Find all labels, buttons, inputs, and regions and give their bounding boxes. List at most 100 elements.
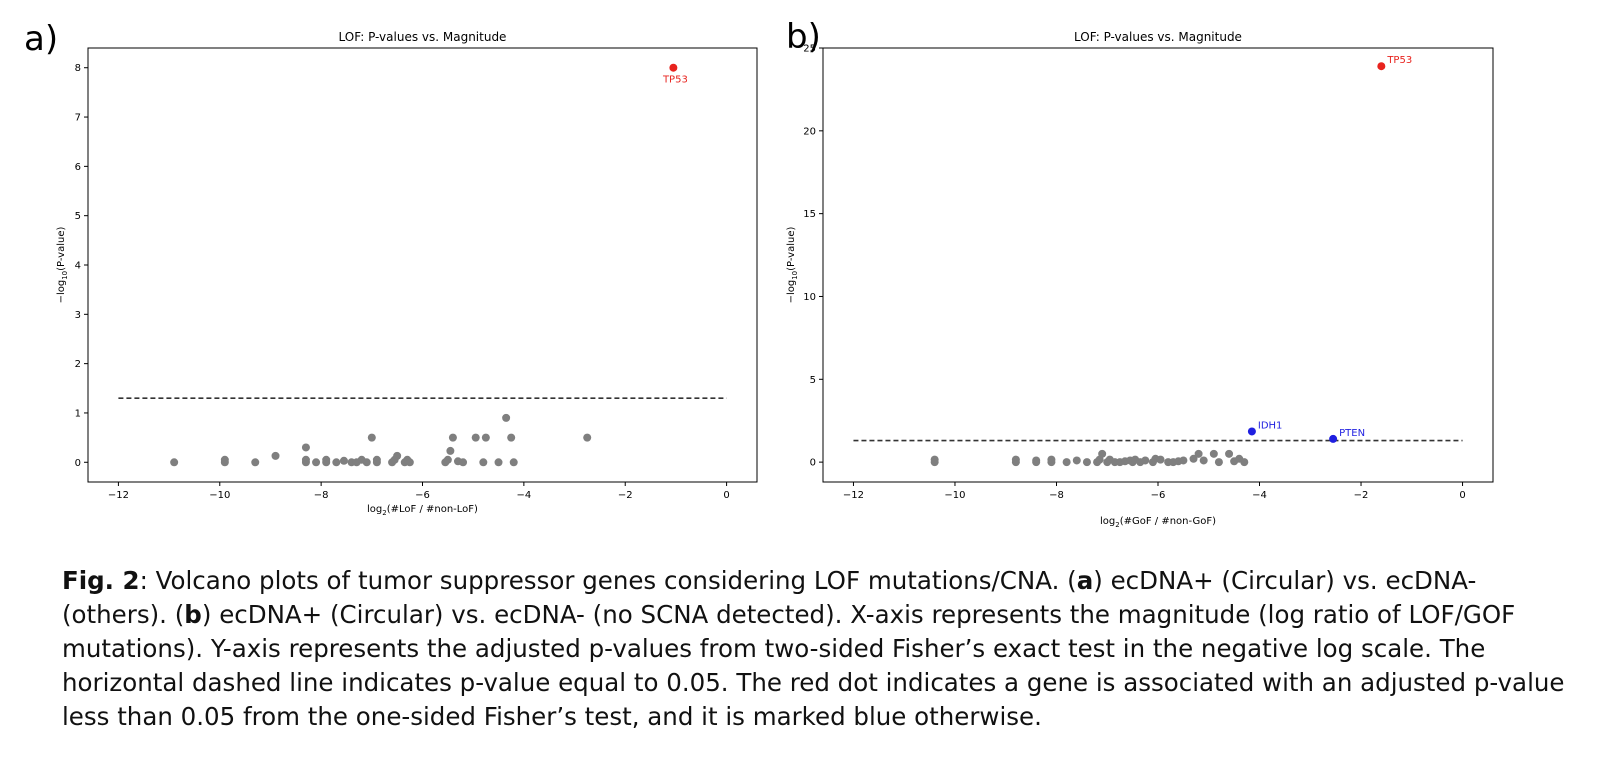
data-point	[362, 458, 371, 467]
data-point	[502, 413, 511, 422]
chart-title: LOF: P-values vs. Magnitude	[1074, 30, 1242, 44]
data-point	[322, 455, 331, 464]
data-point	[509, 458, 518, 467]
gene-label-tp53: TP53	[662, 75, 688, 86]
x-tick-label: −8	[1049, 490, 1064, 501]
x-axis-label: log2(#LoF / #non-LoF)	[367, 504, 478, 517]
highlighted-point-tp53	[1377, 62, 1386, 71]
data-point	[1209, 449, 1218, 458]
gene-label-tp53: TP53	[1386, 55, 1412, 66]
data-point	[1214, 458, 1223, 467]
x-tick-label: −10	[944, 490, 965, 501]
data-point	[583, 433, 592, 442]
highlighted-point-tp53	[669, 63, 678, 72]
y-tick-label: 6	[75, 162, 81, 173]
y-tick-label: 0	[810, 458, 816, 469]
data-point	[1072, 456, 1081, 465]
data-point	[446, 446, 455, 455]
x-tick-label: −6	[415, 490, 430, 501]
x-tick-label: −4	[1252, 490, 1267, 501]
figure-caption: Fig. 2: Volcano plots of tumor suppresso…	[62, 564, 1582, 734]
x-tick-label: −2	[1354, 490, 1369, 501]
data-point	[459, 458, 468, 467]
panel-label-b: b)	[786, 17, 821, 57]
data-point	[367, 433, 376, 442]
data-point	[448, 433, 457, 442]
data-point	[251, 458, 260, 467]
chart-title: LOF: P-values vs. Magnitude	[339, 30, 507, 44]
y-tick-label: 10	[803, 292, 816, 303]
y-tick-label: 5	[75, 211, 81, 222]
data-point	[372, 455, 381, 464]
highlighted-point-idh1	[1247, 427, 1256, 436]
y-tick-label: 3	[75, 310, 81, 321]
data-point	[443, 455, 452, 464]
data-point	[507, 433, 516, 442]
highlighted-point-pten	[1329, 434, 1338, 443]
data-point	[479, 458, 488, 467]
x-tick-label: −8	[314, 490, 329, 501]
y-tick-label: 1	[75, 408, 81, 419]
data-point	[301, 443, 310, 452]
data-point	[312, 458, 321, 467]
caption-letter-a: a	[1076, 566, 1094, 595]
data-point	[471, 433, 480, 442]
data-point	[1199, 456, 1208, 465]
data-point	[1156, 455, 1165, 464]
gene-label-idh1: IDH1	[1258, 420, 1283, 431]
data-point	[339, 456, 348, 465]
data-point	[930, 455, 939, 464]
volcano-plot-b: LOF: P-values vs. Magnitude −12 −10 −8 −6 −4 −…	[786, 30, 1494, 529]
x-tick-label: −4	[516, 490, 531, 501]
y-tick-label: 15	[803, 209, 816, 220]
y-tick-label: 2	[75, 359, 81, 370]
data-point	[170, 458, 179, 467]
gene-label-pten: PTEN	[1339, 428, 1365, 439]
x-tick-label: −6	[1151, 490, 1166, 501]
y-tick-label: 25	[803, 44, 816, 55]
y-axis-label: −log10(P-value)	[786, 227, 799, 304]
x-axis-label: log2(#GoF / #non-GoF)	[1100, 516, 1216, 529]
data-point	[1082, 458, 1091, 467]
y-tick-label: 0	[75, 458, 81, 469]
data-point	[1141, 456, 1150, 465]
data-point	[1240, 458, 1249, 467]
volcano-plots: LOF: P-values vs. Magnitude −12 −10 −8 −6 −4 −…	[56, 30, 1494, 529]
plot-frame	[822, 47, 1494, 483]
x-tick-label: 0	[1459, 490, 1465, 501]
y-tick-label: 7	[75, 113, 81, 124]
data-point	[1011, 455, 1020, 464]
caption-part-1: : Volcano plots of tumor suppressor gene…	[139, 566, 1077, 595]
caption-part-3: ) ecDNA+ (Circular) vs. ecDNA- (no SCNA …	[62, 600, 1565, 731]
x-tick-label: −12	[843, 490, 864, 501]
data-point	[393, 451, 402, 460]
x-tick-label: −2	[618, 490, 633, 501]
plot-frame	[87, 47, 758, 483]
data-point	[1194, 449, 1203, 458]
data-point	[220, 455, 229, 464]
caption-fig-label: Fig. 2	[62, 566, 140, 595]
data-point	[481, 433, 490, 442]
data-point	[1098, 449, 1107, 458]
volcano-plot-a: LOF: P-values vs. Magnitude −12 −10 −8 −6 −4 −…	[56, 30, 758, 517]
data-point	[494, 458, 503, 467]
data-point	[332, 458, 341, 467]
data-point	[301, 455, 310, 464]
x-tick-label: −10	[209, 490, 230, 501]
x-tick-label: 0	[723, 490, 729, 501]
data-point	[271, 451, 280, 460]
x-tick-label: −12	[108, 490, 129, 501]
y-tick-label: 4	[75, 261, 81, 272]
caption-part-2: ) ecDNA+ (Circular) vs. ecDNA- (others).…	[62, 566, 1477, 629]
data-point	[1047, 455, 1056, 464]
y-tick-label: 8	[75, 63, 81, 74]
data-point	[1225, 449, 1234, 458]
data-point	[1032, 456, 1041, 465]
data-point	[1189, 454, 1198, 463]
data-point	[405, 458, 414, 467]
caption-letter-b: b	[184, 600, 202, 629]
data-point	[1179, 456, 1188, 465]
panel-label-a: a)	[24, 19, 59, 59]
y-tick-label: 5	[810, 375, 816, 386]
y-axis-label: −log10(P-value)	[56, 227, 69, 304]
